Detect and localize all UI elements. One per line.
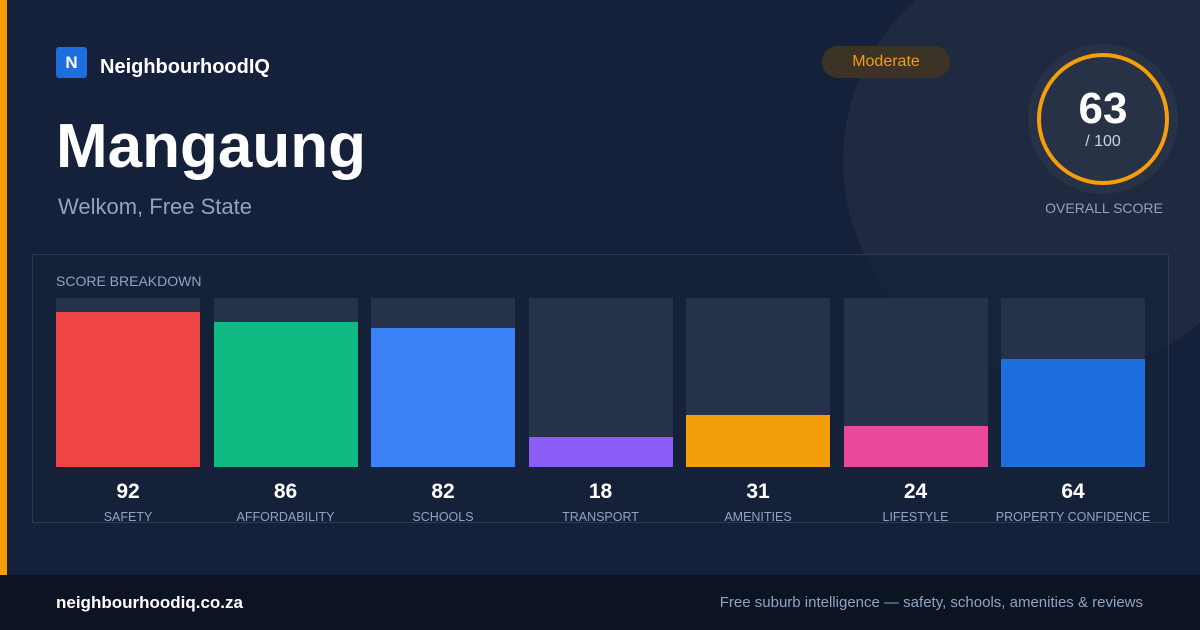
overall-score-label: OVERALL SCORE <box>1045 200 1163 216</box>
bar-track-affordability <box>213 298 358 467</box>
bar-schools <box>371 328 515 467</box>
bar-label-property-confidence: PROPERTY CONFIDENCE <box>995 510 1151 524</box>
bar-property-confidence <box>1001 358 1145 467</box>
bar-amenities <box>686 414 830 467</box>
accent-stripe <box>0 0 7 575</box>
bar-track-schools <box>371 298 515 467</box>
brand: N NeighbourhoodIQ <box>56 46 270 79</box>
overall-score-ring: 63 / 100 <box>1028 44 1178 194</box>
score-ring-graphic <box>1028 44 1178 194</box>
bar-value-amenities: 31 <box>746 480 770 503</box>
bar-track-amenities <box>686 298 830 467</box>
bar-label-transport: TRANSPORT <box>562 510 639 524</box>
bar-label-lifestyle: LIFESTYLE <box>882 510 949 524</box>
bar-affordability <box>213 321 358 467</box>
bar-track-property-confidence <box>1001 298 1145 467</box>
footer-tagline: Free suburb intelligence — safety, schoo… <box>719 594 1143 611</box>
bar-track-safety <box>56 298 200 467</box>
location-region: Welkom, Free State <box>58 194 252 219</box>
bar-label-amenities: AMENITIES <box>724 510 792 524</box>
bar-value-schools: 82 <box>431 480 455 503</box>
brand-name: NeighbourhoodIQ <box>100 56 270 78</box>
bar-track-lifestyle <box>843 298 988 467</box>
bar-value-transport: 18 <box>588 480 613 503</box>
bar-transport <box>528 436 673 467</box>
breakdown-title: SCORE BREAKDOWN <box>56 273 202 289</box>
logo-icon: N <box>56 47 87 78</box>
footer: neighbourhoodiq.co.za Free suburb intell… <box>0 575 1200 630</box>
bar-safety <box>56 311 200 467</box>
score-ring-stroke <box>1037 53 1169 185</box>
bar-value-affordability: 86 <box>273 480 298 503</box>
bar-label-schools: SCHOOLS <box>412 510 474 524</box>
overall-score-max: / 100 <box>1085 133 1121 150</box>
bar-label-affordability: AFFORDABILITY <box>236 510 335 524</box>
score-breakdown-panel: SCORE BREAKDOWN 92 SAFETY 86 AFFORDABILITY 8… <box>32 254 1169 524</box>
bar-lifestyle <box>843 426 988 467</box>
rating-badge: Moderate <box>822 46 950 78</box>
overall-score-value: 63 <box>1078 84 1128 133</box>
bar-value-lifestyle: 24 <box>903 480 928 503</box>
bar-track-transport <box>528 298 673 467</box>
share-card: N NeighbourhoodIQ Mangaung Welkom, Free … <box>0 0 1178 575</box>
location-title: Mangaung <box>56 112 366 181</box>
footer-url[interactable]: neighbourhoodiq.co.za <box>56 593 243 612</box>
bar-label-safety: SAFETY <box>103 510 153 524</box>
bar-value-safety: 92 <box>116 480 140 503</box>
bar-value-property-confidence: 64 <box>1061 480 1085 503</box>
score-ring-backdrop <box>1028 44 1178 194</box>
